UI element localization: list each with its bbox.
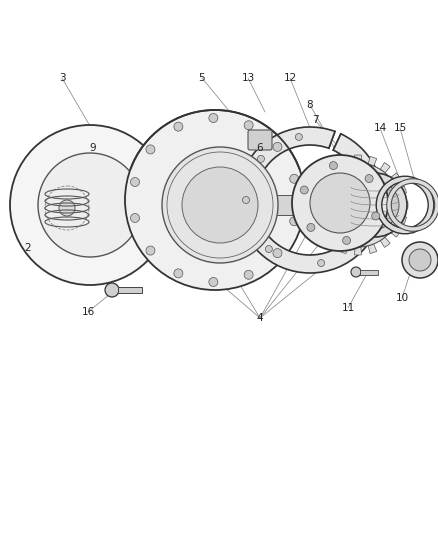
Circle shape bbox=[125, 110, 304, 290]
Polygon shape bbox=[315, 173, 325, 183]
Circle shape bbox=[242, 197, 249, 204]
Text: 10: 10 bbox=[395, 293, 408, 303]
Circle shape bbox=[145, 145, 155, 154]
Circle shape bbox=[337, 185, 377, 225]
Circle shape bbox=[10, 125, 170, 285]
Polygon shape bbox=[309, 215, 318, 224]
Circle shape bbox=[272, 142, 281, 151]
Polygon shape bbox=[309, 186, 318, 195]
Text: 14: 14 bbox=[373, 123, 386, 133]
Circle shape bbox=[361, 229, 368, 236]
Text: 2: 2 bbox=[25, 243, 31, 253]
Circle shape bbox=[59, 200, 75, 216]
Text: 13: 13 bbox=[241, 73, 254, 83]
Text: 9: 9 bbox=[89, 143, 96, 153]
FancyBboxPatch shape bbox=[247, 130, 272, 150]
Polygon shape bbox=[389, 227, 399, 237]
Polygon shape bbox=[367, 157, 376, 166]
Text: 15: 15 bbox=[392, 123, 406, 133]
Text: 6: 6 bbox=[256, 143, 263, 153]
Circle shape bbox=[315, 163, 399, 247]
Circle shape bbox=[328, 161, 337, 169]
Polygon shape bbox=[251, 195, 317, 215]
Polygon shape bbox=[354, 247, 360, 255]
Text: 3: 3 bbox=[59, 73, 65, 83]
Circle shape bbox=[105, 283, 119, 297]
Circle shape bbox=[162, 147, 277, 263]
Circle shape bbox=[272, 248, 281, 257]
Circle shape bbox=[145, 246, 155, 255]
Polygon shape bbox=[325, 237, 335, 247]
Polygon shape bbox=[339, 244, 347, 254]
Circle shape bbox=[344, 192, 370, 218]
Wedge shape bbox=[237, 127, 382, 273]
Circle shape bbox=[265, 246, 272, 253]
Text: 16: 16 bbox=[81, 307, 95, 317]
Circle shape bbox=[342, 173, 406, 237]
Text: 8: 8 bbox=[306, 100, 313, 110]
Polygon shape bbox=[359, 270, 377, 274]
Text: 4: 4 bbox=[256, 313, 263, 323]
Circle shape bbox=[300, 186, 307, 194]
Circle shape bbox=[350, 267, 360, 277]
Circle shape bbox=[350, 181, 398, 229]
Circle shape bbox=[244, 270, 253, 279]
Circle shape bbox=[342, 237, 350, 245]
Circle shape bbox=[173, 122, 183, 131]
Polygon shape bbox=[325, 163, 335, 173]
Circle shape bbox=[130, 214, 139, 222]
Polygon shape bbox=[339, 157, 347, 166]
Polygon shape bbox=[389, 173, 399, 183]
Polygon shape bbox=[307, 201, 315, 208]
Text: 5: 5 bbox=[198, 73, 205, 83]
Polygon shape bbox=[399, 201, 407, 208]
Circle shape bbox=[208, 114, 217, 123]
Circle shape bbox=[309, 173, 369, 233]
Circle shape bbox=[257, 155, 264, 163]
Polygon shape bbox=[354, 155, 360, 163]
Polygon shape bbox=[315, 227, 325, 237]
Circle shape bbox=[306, 223, 314, 231]
Circle shape bbox=[38, 153, 141, 257]
Circle shape bbox=[244, 120, 253, 130]
Circle shape bbox=[208, 278, 217, 286]
Text: 7: 7 bbox=[311, 115, 318, 125]
Circle shape bbox=[401, 242, 437, 278]
Circle shape bbox=[364, 175, 372, 183]
Circle shape bbox=[289, 217, 298, 225]
Text: 11: 11 bbox=[341, 303, 354, 313]
Circle shape bbox=[130, 177, 139, 187]
Polygon shape bbox=[367, 244, 376, 254]
Circle shape bbox=[291, 155, 387, 251]
Circle shape bbox=[182, 167, 258, 243]
Polygon shape bbox=[396, 215, 406, 224]
Text: 12: 12 bbox=[283, 73, 296, 83]
Polygon shape bbox=[396, 186, 406, 195]
Circle shape bbox=[289, 174, 298, 183]
Polygon shape bbox=[379, 237, 389, 247]
Circle shape bbox=[408, 249, 430, 271]
Polygon shape bbox=[379, 163, 389, 173]
Circle shape bbox=[371, 212, 379, 220]
Circle shape bbox=[295, 133, 302, 141]
Polygon shape bbox=[118, 287, 141, 293]
Circle shape bbox=[173, 269, 183, 278]
Circle shape bbox=[317, 260, 324, 266]
